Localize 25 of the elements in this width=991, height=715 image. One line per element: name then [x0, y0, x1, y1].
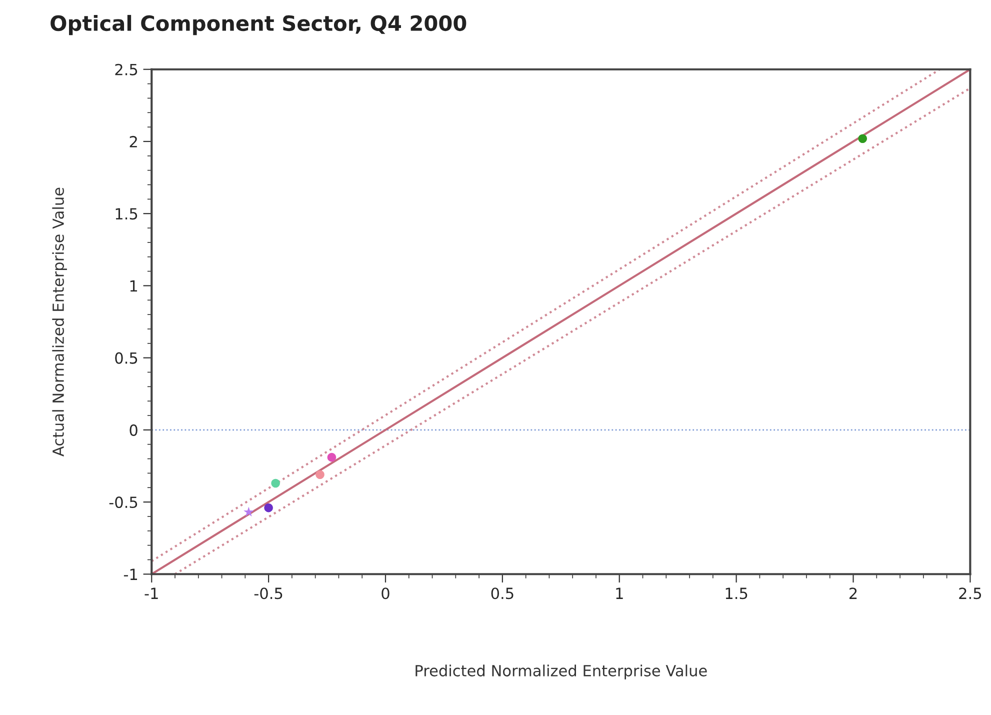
y-tick-label: 0.5 — [115, 352, 138, 364]
x-tick-label: -0.5 — [254, 588, 282, 600]
x-tick-label: 2 — [850, 588, 857, 599]
y-tick-label: 1 — [130, 280, 138, 292]
point — [316, 470, 324, 480]
point — [327, 452, 336, 462]
x-tick-label: -1 — [144, 588, 158, 599]
y-tick-label: -0.5 — [109, 496, 138, 508]
point — [858, 134, 867, 143]
point — [244, 506, 254, 516]
x-tick-label: 0 — [382, 588, 390, 600]
y-tick-label: 0 — [130, 424, 138, 436]
chart-title: Optical Component Sector, Q4 2000 — [50, 14, 466, 36]
point — [271, 478, 280, 488]
y-tick-label: 2 — [130, 136, 137, 148]
x-tick-label: 1.5 — [726, 588, 748, 600]
x-axis-title: Predicted Normalized Enterprise Value — [416, 664, 707, 680]
x-tick-label: 2.5 — [959, 588, 982, 600]
y-tick-label: 1.5 — [116, 208, 138, 220]
y-axis-title: Actual Normalized Enterprise Value — [52, 188, 67, 456]
x-tick-label: 1 — [616, 588, 623, 599]
x-tick-label: 0.5 — [491, 588, 514, 600]
y-tick-label: -1 — [124, 568, 138, 580]
y-tick-label: 2.5 — [115, 64, 138, 76]
point — [264, 503, 273, 512]
